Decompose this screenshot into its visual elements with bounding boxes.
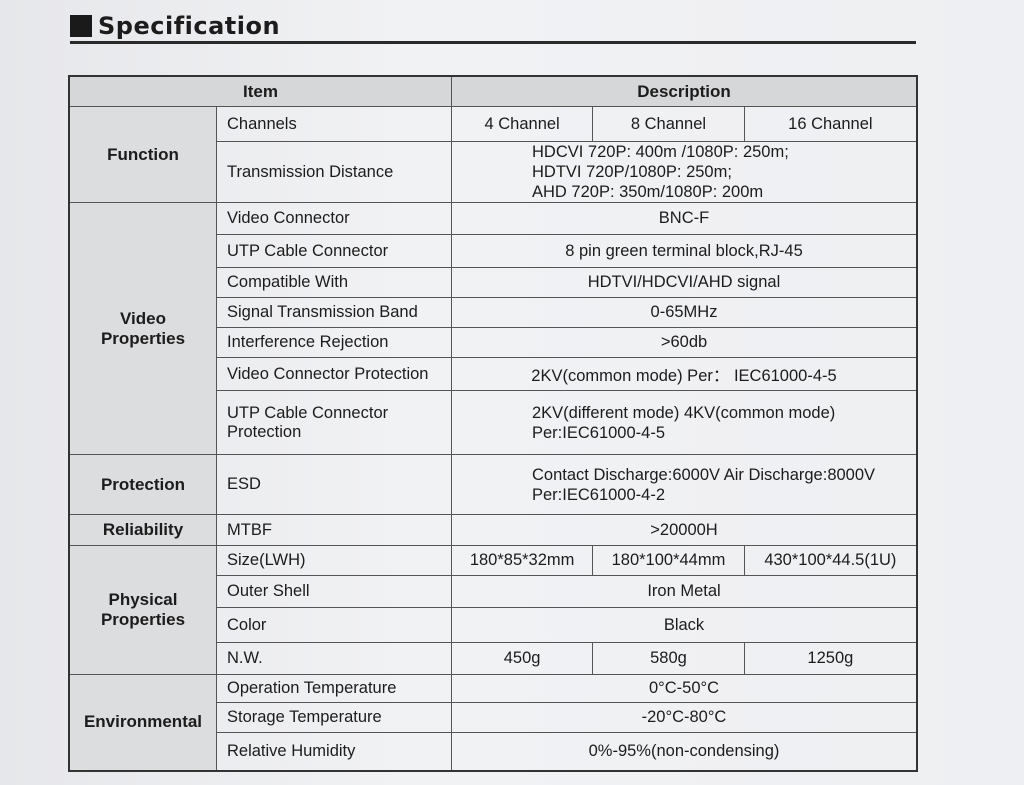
description-subcell: 450g bbox=[450, 642, 594, 675]
description-cell: -20°C-80°C bbox=[451, 702, 918, 733]
item-cell: Channels bbox=[216, 106, 452, 142]
item-cell: ESD bbox=[216, 454, 452, 515]
item-cell: Color bbox=[216, 607, 452, 643]
item-cell: Signal Transmission Band bbox=[216, 297, 452, 328]
category-cell: Reliability bbox=[68, 514, 217, 546]
description-cell: 2KV(common mode) Per： IEC61000-4-5 bbox=[451, 357, 918, 391]
table-row: Physical Properties Size(LWH) 180*85*32mm 1… bbox=[68, 545, 918, 675]
description-cell: 0°C-50°C bbox=[451, 674, 918, 703]
description-cell: HDTVI/HDCVI/AHD signal bbox=[451, 267, 918, 298]
item-cell: Transmission Distance bbox=[216, 141, 452, 203]
table-body: Function Channels 4 Channel 8 Channel 16 Cha… bbox=[68, 106, 918, 771]
table-row: Environmental Operation Temperature 0°C-50… bbox=[68, 674, 918, 771]
table-row: Protection ESD Contact Discharge:6000V Air… bbox=[68, 454, 918, 515]
description-cell: 8 pin green terminal block,RJ-45 bbox=[451, 234, 918, 268]
category-cell: Physical Properties bbox=[68, 545, 217, 675]
description-subcell: 180*85*32mm bbox=[450, 545, 594, 576]
spec-table: Item Description Function Channels 4 Chann… bbox=[68, 75, 918, 772]
item-cell: Outer Shell bbox=[216, 575, 452, 608]
square-bullet-icon bbox=[70, 15, 92, 37]
item-cell: Operation Temperature bbox=[216, 674, 452, 703]
item-cell: MTBF bbox=[216, 514, 452, 546]
item-cell: Interference Rejection bbox=[216, 327, 452, 358]
item-cell: Size(LWH) bbox=[216, 545, 452, 576]
table-row: Video Connector Protection 2KV(common mod… bbox=[69, 357, 918, 391]
description-cell: >20000H bbox=[451, 514, 918, 546]
item-cell: UTP Cable Connector bbox=[216, 234, 452, 268]
title-text: Specification bbox=[98, 12, 281, 40]
description-subcell: 430*100*44.5(1U) bbox=[743, 545, 918, 576]
table-row: Function Channels 4 Channel 8 Channel 16 Cha… bbox=[68, 106, 918, 203]
item-cell: Video Connector Protection bbox=[216, 357, 452, 391]
description-subcell: 16 Channel bbox=[743, 106, 918, 142]
table-row: Storage Temperature -20°C-80°C bbox=[69, 702, 918, 733]
section-title: Specification bbox=[70, 12, 280, 40]
category-cell: Video Properties bbox=[68, 202, 217, 455]
item-cell: N.W. bbox=[216, 642, 452, 675]
description-cell: Iron Metal bbox=[451, 575, 918, 608]
description-cell: 2KV(different mode) 4KV(common mode) Per… bbox=[451, 390, 918, 455]
table-row: Video Properties Video Connector BNC-F bbox=[68, 202, 918, 455]
description-subcell: 8 Channel bbox=[592, 106, 745, 142]
table-row: Transmission Distance HDCVI 720P: 400m /1… bbox=[69, 141, 918, 203]
description-cell: >60db bbox=[451, 327, 918, 358]
table-row: N.W. 450g 580g 1250g bbox=[69, 642, 918, 675]
table-row: Color Black bbox=[69, 607, 918, 643]
table-row: UTP Cable Connector 8 pin green terminal … bbox=[69, 234, 918, 268]
table-row: Compatible With HDTVI/HDCVI/AHD signal bbox=[69, 267, 918, 298]
table-row: Reliability MTBF >20000H bbox=[68, 514, 918, 546]
description-cell: BNC-F bbox=[451, 202, 918, 235]
description-subcell: 1250g bbox=[743, 642, 918, 675]
header-item: Item bbox=[68, 75, 452, 107]
description-subcell: 180*100*44mm bbox=[592, 545, 745, 576]
item-cell: Storage Temperature bbox=[216, 702, 452, 733]
description-subcell: 4 Channel bbox=[450, 106, 594, 142]
description-cell: Contact Discharge:6000V Air Discharge:80… bbox=[451, 454, 918, 515]
category-cell: Function bbox=[68, 106, 217, 203]
category-cell: Protection bbox=[68, 454, 217, 515]
table-header-row: Item Description bbox=[68, 75, 918, 107]
description-cell: 0%-95%(non-condensing) bbox=[451, 732, 918, 771]
table-row: Interference Rejection >60db bbox=[69, 327, 918, 358]
header-description: Description bbox=[451, 75, 918, 107]
category-cell: Environmental bbox=[68, 674, 217, 771]
title-divider bbox=[70, 41, 916, 44]
item-cell: Compatible With bbox=[216, 267, 452, 298]
description-cell: Black bbox=[451, 607, 918, 643]
table-row: Relative Humidity 0%-95%(non-condensing) bbox=[69, 732, 918, 771]
description-cell: 0-65MHz bbox=[451, 297, 918, 328]
item-cell: UTP Cable Connector Protection bbox=[216, 390, 452, 455]
item-cell: Relative Humidity bbox=[216, 732, 452, 771]
description-cell: HDCVI 720P: 400m /1080P: 250m; HDTVI 720… bbox=[451, 141, 918, 203]
item-cell: Video Connector bbox=[216, 202, 452, 235]
description-subcell: 580g bbox=[592, 642, 745, 675]
